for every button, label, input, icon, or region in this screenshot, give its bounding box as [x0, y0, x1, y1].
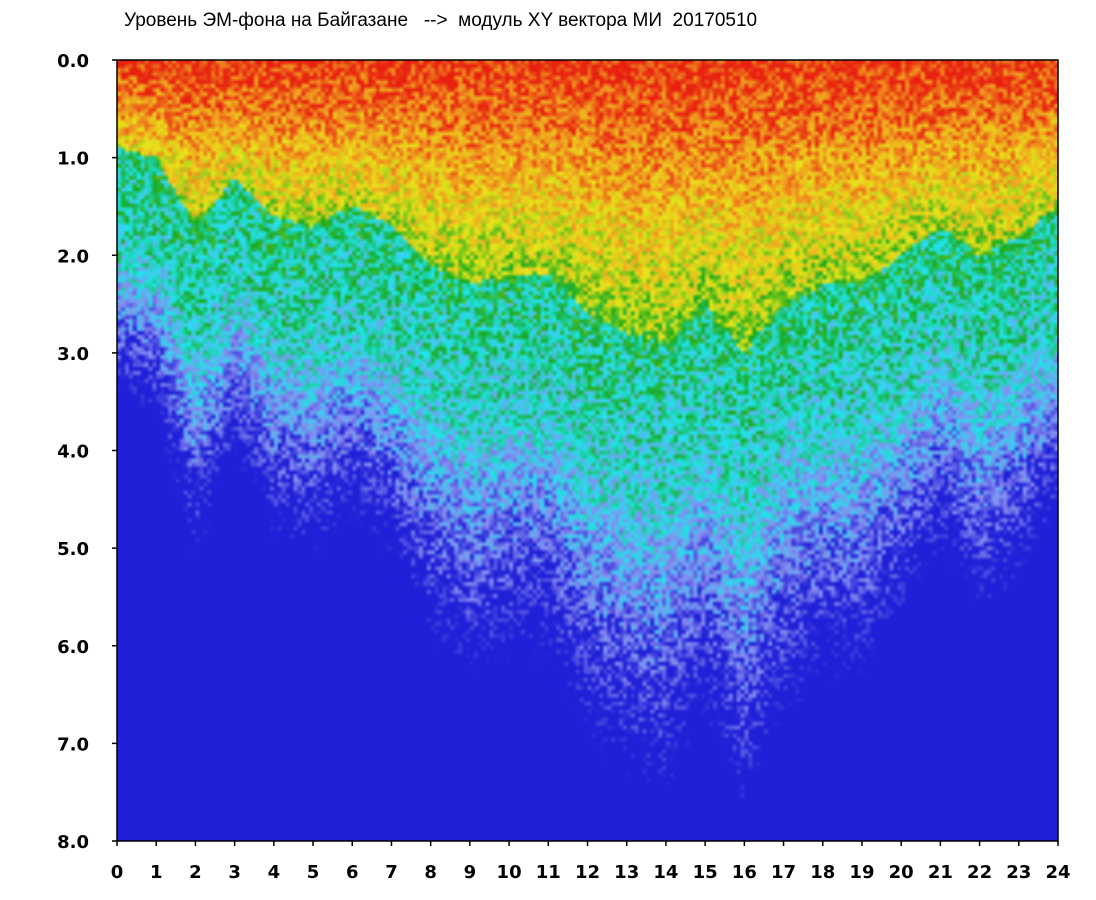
y-tick-label: 1.0 [57, 149, 89, 170]
x-tick-label: 4 [268, 862, 281, 883]
x-tick-label: 19 [849, 862, 874, 883]
x-tick-label: 9 [464, 862, 477, 883]
chart-title: Уровень ЭМ-фона на Байгазане --> модуль … [124, 10, 758, 31]
x-tick-label: 12 [575, 862, 600, 883]
y-axis: 0.0 1.0 2.0 3.0 4.0 5.0 6.0 7.0 8.0 [57, 51, 117, 853]
x-axis: 0 1 2 3 4 5 6 7 8 9 10 11 12 13 14 15 16 17 18 19 20 21 22 23 24 [111, 841, 1071, 883]
x-tick-label: 16 [732, 862, 757, 883]
x-tick-label: 18 [810, 862, 835, 883]
x-tick-label: 0 [111, 862, 124, 883]
x-tick-label: 3 [228, 862, 241, 883]
x-tick-label: 2 [189, 862, 202, 883]
y-tick-label: 4.0 [57, 442, 89, 463]
heatmap-image [117, 60, 1058, 841]
x-tick-label: 6 [346, 862, 359, 883]
x-tick-label: 15 [693, 862, 718, 883]
x-tick-label: 24 [1045, 862, 1070, 883]
x-tick-label: 20 [889, 862, 914, 883]
y-tick-label: 7.0 [57, 734, 89, 755]
x-tick-label: 13 [614, 862, 639, 883]
x-tick-label: 22 [967, 862, 992, 883]
y-tick-label: 3.0 [57, 344, 89, 365]
x-tick-label: 17 [771, 862, 796, 883]
y-tick-label: 0.0 [57, 51, 89, 72]
x-tick-label: 10 [497, 862, 522, 883]
x-tick-label: 23 [1006, 862, 1031, 883]
x-tick-label: 11 [536, 862, 561, 883]
x-tick-label: 21 [928, 862, 953, 883]
plot-area [117, 60, 1058, 841]
x-tick-label: 14 [653, 862, 678, 883]
y-tick-label: 8.0 [57, 832, 89, 853]
y-tick-label: 2.0 [57, 246, 89, 267]
y-tick-label: 5.0 [57, 539, 89, 560]
y-tick-label: 6.0 [57, 637, 89, 658]
x-tick-label: 1 [150, 862, 163, 883]
x-tick-label: 8 [424, 862, 437, 883]
x-tick-label: 7 [385, 862, 398, 883]
x-tick-label: 5 [307, 862, 320, 883]
